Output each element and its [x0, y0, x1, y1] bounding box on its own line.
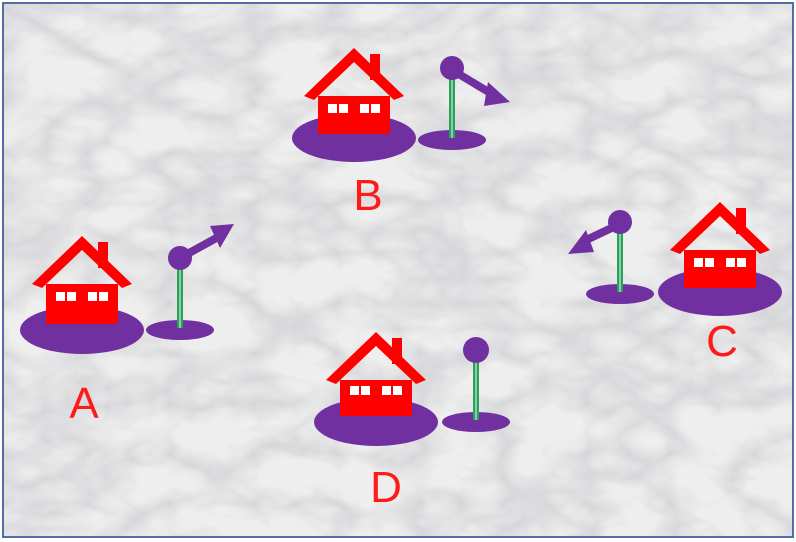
station-label-d: D [370, 463, 402, 512]
house-with-signal-icon [568, 202, 782, 316]
house-with-signal-icon [314, 332, 510, 446]
station-b: B [292, 46, 522, 220]
house-with-signal-icon [292, 48, 510, 162]
house-with-signal-icon [20, 224, 234, 354]
station-label-c: C [706, 317, 738, 366]
station-d: D [314, 330, 514, 510]
station-c: C [564, 200, 790, 370]
station-label-a: A [69, 379, 99, 428]
station-label-b: B [353, 171, 383, 220]
station-a: A [20, 218, 240, 428]
